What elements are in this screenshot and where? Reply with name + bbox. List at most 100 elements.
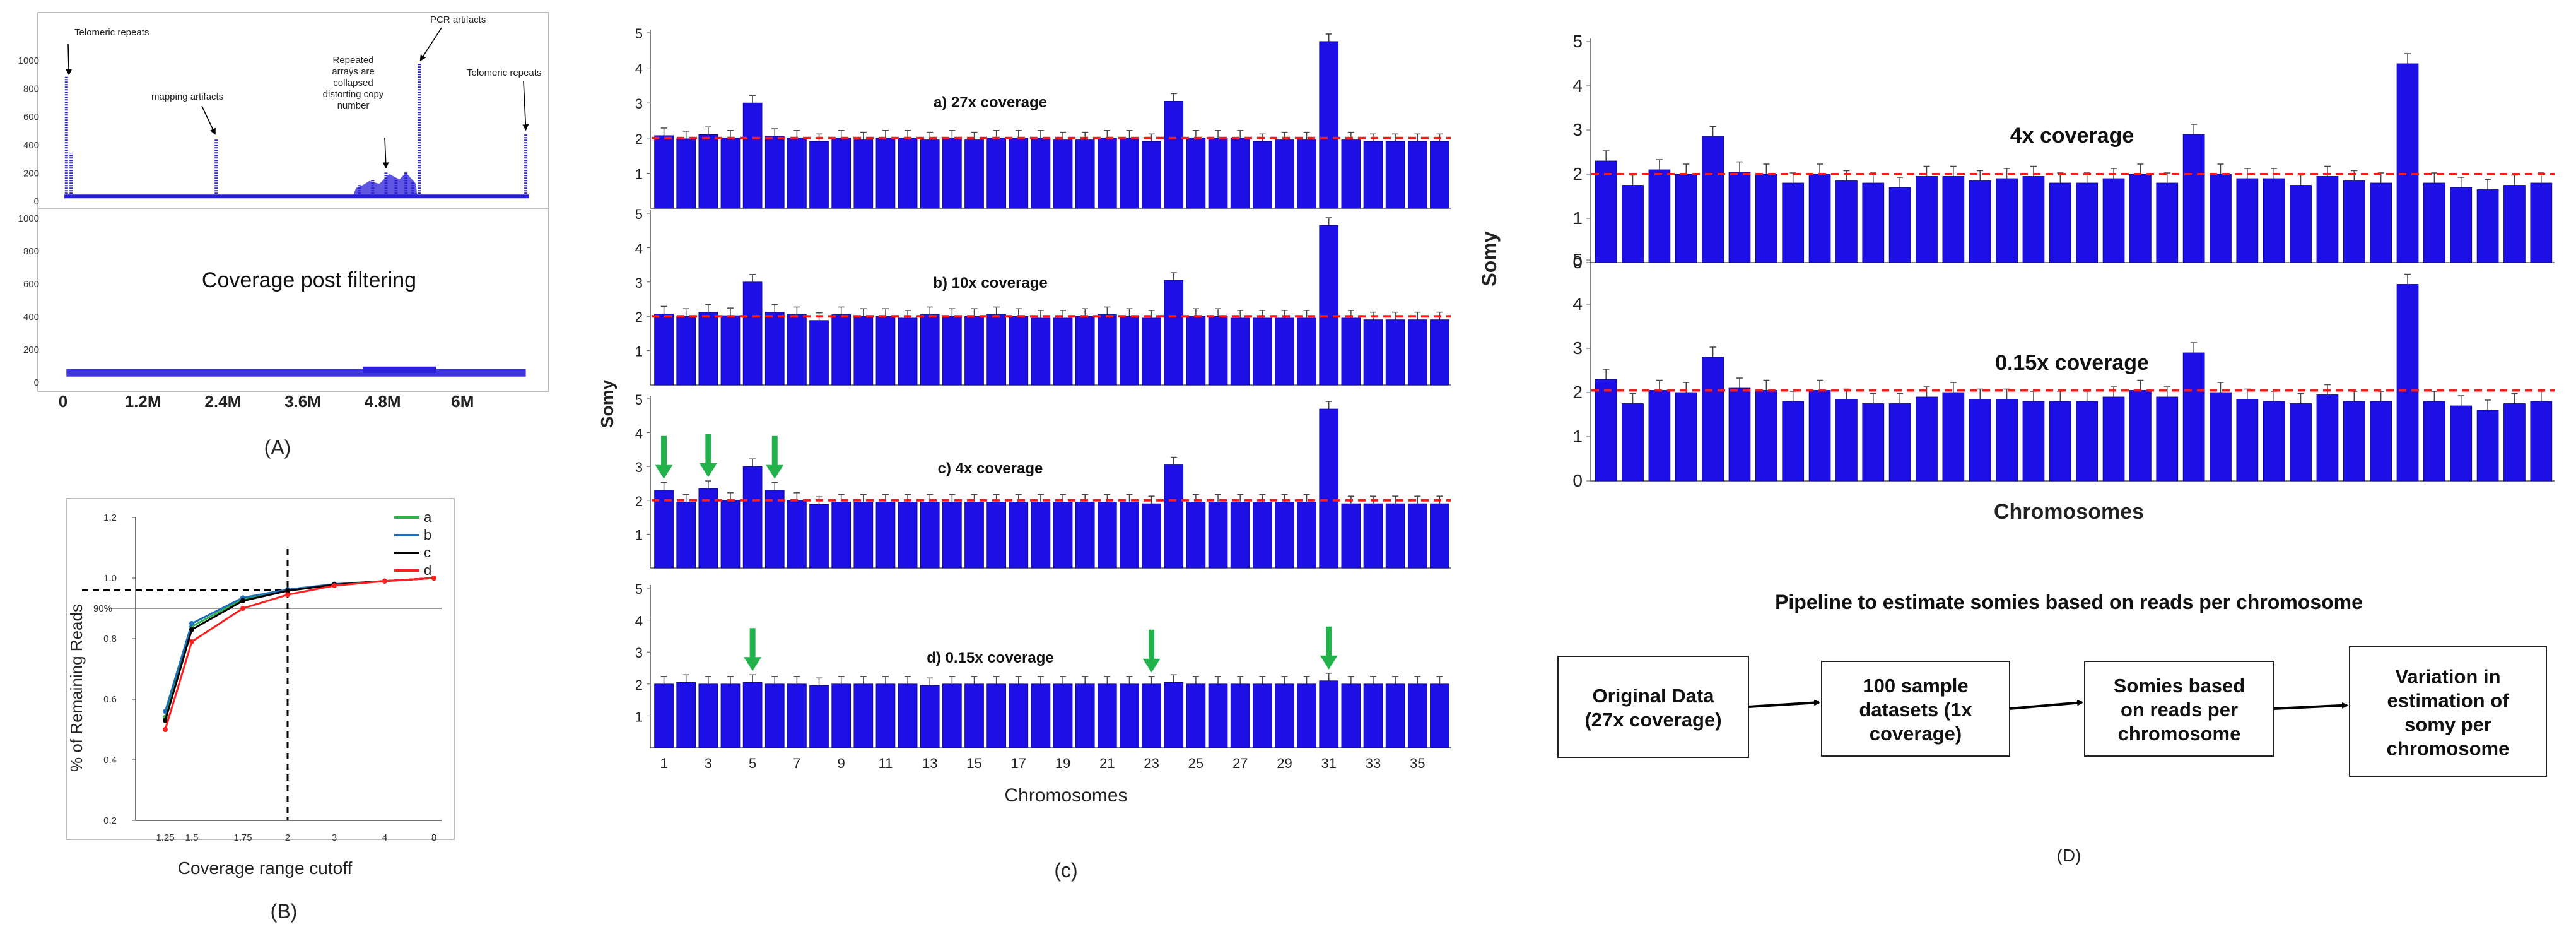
bar-chr-4 (1675, 174, 1697, 263)
chart-title: d) 0.15x coverage (927, 649, 1053, 666)
bar-chr-36 (1430, 319, 1449, 386)
bar-chr-32 (2423, 401, 2445, 482)
b-ytick-label: 1.2 (103, 512, 117, 523)
bar-chr-34 (2476, 410, 2499, 482)
bar-chr-25 (2236, 178, 2259, 263)
bar-chr-16 (986, 314, 1006, 386)
bar-chr-22 (1120, 138, 1139, 209)
panel-a: 0 200 400 600 800 1000 Telomeric repeats mappin… (18, 12, 549, 459)
bar-chr-2 (676, 682, 696, 748)
bar-chr-6 (764, 490, 785, 569)
ytick-label: 0 (1572, 252, 1583, 272)
bar-chr-12 (898, 683, 918, 748)
pipeline-box-text: (27x coverage) (1584, 709, 1721, 731)
chart-title: 0.15x coverage (1995, 351, 2149, 375)
a-xtick-label: 0 (59, 392, 67, 411)
ytick-label: 4 (635, 426, 643, 442)
bar-chr-7 (787, 314, 807, 386)
a-bottom-ytick-label: 800 (23, 246, 39, 257)
a-top-ytick-label: 1000 (18, 56, 39, 66)
bar-chr-1 (1595, 379, 1617, 482)
a-xtick-label: 6M (451, 392, 474, 411)
bar-chr-26 (1208, 138, 1228, 209)
pipeline-arrow (1748, 699, 1820, 708)
bar-chr-6 (764, 312, 785, 386)
bar-chr-19 (2076, 182, 2099, 263)
bar-chr-20 (1075, 139, 1095, 209)
bar-chr-34 (1385, 141, 1405, 209)
xtick-label: 17 (1011, 755, 1026, 771)
pipeline-diagram: Original Data(27x coverage) 100 sampledat… (1557, 646, 2547, 777)
ytick-label: 4 (635, 61, 643, 77)
bar-chr-7 (1755, 174, 1777, 263)
bar-chr-14 (942, 683, 962, 748)
xtick-label: 1 (660, 755, 667, 771)
coverage-raw-plot: 0 200 400 600 800 1000 Telomeric repeats mappin… (18, 15, 542, 207)
bar-chr-4 (720, 315, 741, 386)
bar-chr-14 (1942, 392, 1965, 482)
bar-chr-36 (1430, 683, 1449, 748)
ytick-label: 3 (635, 459, 643, 475)
bar-chr-35 (1407, 319, 1427, 386)
bar-chr-21 (1098, 683, 1117, 748)
a-bottom-ytick-label: 1000 (18, 213, 39, 224)
bar-chr-20 (2102, 178, 2125, 263)
a-top-annotation-line: PCR artifacts (430, 15, 486, 25)
bar-chr-29 (2343, 401, 2365, 482)
bar-chr-25 (1186, 138, 1206, 209)
bar-chr-13 (920, 314, 940, 386)
bar-chr-19 (1053, 139, 1073, 209)
b-ytick-label: 1.0 (103, 573, 117, 584)
b-point-d (431, 576, 436, 581)
a-top-ytick-label: 600 (23, 112, 39, 122)
bar-chr-11 (875, 138, 896, 209)
bar-chr-23 (2182, 134, 2205, 263)
bar-chr-24 (1164, 464, 1184, 569)
bar-chr-18 (2049, 182, 2071, 263)
b-ytick-label: 0.4 (103, 755, 117, 766)
bar-chr-20 (1075, 502, 1095, 569)
bar-chr-31 (1319, 680, 1339, 748)
bar-chr-11 (875, 502, 896, 569)
highlight-arrow-head (655, 464, 673, 479)
xtick-label: 31 (1321, 755, 1336, 771)
bar-chr-30 (1297, 502, 1316, 569)
ytick-label: 3 (1572, 338, 1583, 358)
b-point-b (189, 621, 194, 626)
bar-chr-25 (1186, 683, 1206, 748)
bar-chr-15 (1969, 399, 1991, 482)
bar-chr-35 (1407, 141, 1427, 209)
bar-chr-19 (1053, 683, 1073, 748)
ytick-label: 1 (635, 527, 643, 543)
bar-chart-D_bottom: 0 1 2 3 4 5 0.15x coverage (1572, 250, 2555, 490)
bar-chr-10 (853, 502, 874, 569)
b-xtick-label: 3 (332, 832, 337, 843)
a-bottom-ytick-label: 600 (23, 279, 39, 290)
bar-chr-19 (1053, 317, 1073, 386)
xtick-label: 15 (966, 755, 981, 771)
bar-chr-2 (676, 316, 696, 386)
bar-chr-27 (2290, 403, 2312, 482)
xtick-label: 3 (705, 755, 712, 771)
bar-chr-16 (1996, 178, 2018, 263)
panel-d-x-axis-label: Chromosomes (1994, 500, 2144, 524)
bar-chr-36 (2530, 401, 2553, 482)
bar-chr-9 (831, 314, 852, 386)
bar-chr-9 (831, 138, 852, 209)
bar-chr-22 (1120, 502, 1139, 569)
bar-chr-8 (809, 320, 829, 386)
bar-chr-11 (875, 683, 896, 748)
ytick-label: 5 (635, 26, 643, 42)
b-point-d (240, 606, 245, 611)
bar-chr-5 (1702, 136, 1724, 263)
bar-chr-31 (1319, 41, 1339, 209)
ytick-label: 4 (635, 240, 643, 256)
bar-chr-27 (2290, 185, 2312, 263)
bar-chr-2 (1622, 403, 1644, 482)
b-point-d (382, 578, 387, 584)
a-top-annotation-arrow (419, 27, 442, 62)
bar-chr-21 (1098, 502, 1117, 569)
ytick-label: 5 (635, 206, 643, 222)
bar-chr-6 (1728, 387, 1751, 482)
